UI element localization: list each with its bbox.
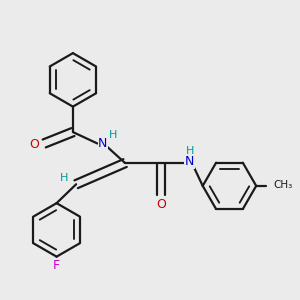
- Text: N: N: [98, 137, 108, 150]
- Text: O: O: [157, 198, 166, 211]
- Text: O: O: [29, 138, 39, 151]
- Text: F: F: [53, 259, 60, 272]
- Text: H: H: [186, 146, 194, 156]
- Text: H: H: [60, 173, 68, 183]
- Text: N: N: [184, 155, 194, 168]
- Text: CH₃: CH₃: [273, 180, 292, 190]
- Text: H: H: [109, 130, 117, 140]
